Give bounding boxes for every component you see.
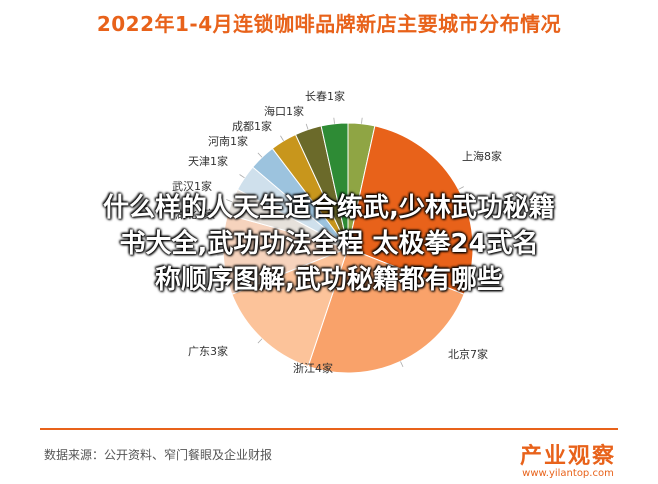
slice-label-5: 湖北1家 xyxy=(175,207,215,221)
slice-label-3: 浙江4家 xyxy=(293,361,333,375)
overlay-line-3: 称顺序图解,武功秘籍都有哪些 xyxy=(155,265,503,295)
leader-line-9 xyxy=(305,123,309,130)
footer-divider xyxy=(40,428,618,430)
pie-slice-4 xyxy=(222,213,350,295)
slice-label-1: 上海8家 xyxy=(462,149,502,163)
leader-line-1 xyxy=(458,186,464,190)
leader-line-8 xyxy=(280,135,284,142)
data-source: 数据来源：公开资料、窄门餐眼及企业财报 xyxy=(44,448,273,462)
overlay-line-1: 什么样的人天生适合练武,少林武功秘籍 xyxy=(103,193,555,223)
brand-logo: 产业观察 www.yilantop.com xyxy=(508,438,628,479)
slice-label-6: 武汉1家 xyxy=(172,179,212,193)
leader-line-5 xyxy=(226,199,233,203)
leader-line-6 xyxy=(239,174,245,179)
slice-label-8: 河南1家 xyxy=(208,134,248,148)
overlay-line-2: 书大全,武功功法全程 太极拳24式名 xyxy=(119,229,539,259)
leader-line-10 xyxy=(333,117,335,124)
leader-line-3 xyxy=(257,338,263,344)
slice-label-7: 天津1家 xyxy=(188,154,228,168)
pie-slice-2 xyxy=(307,247,465,374)
logo-url: www.yilantop.com xyxy=(522,468,614,479)
chart-title: 2022年1-4月连锁咖啡品牌新店主要城市分布情况 xyxy=(96,12,562,36)
leader-line-0 xyxy=(361,117,363,124)
leader-line-2 xyxy=(400,361,404,368)
overlay-text: 什么样的人天生适合练武,少林武功秘籍 书大全,武功功法全程 太极拳24式名 称顺… xyxy=(0,190,658,298)
slice-label-4: 广东3家 xyxy=(188,344,228,358)
logo-mark: 产业观察 xyxy=(519,444,616,469)
slice-label-2: 北京7家 xyxy=(448,347,488,361)
slice-label-9: 成都1家 xyxy=(232,119,272,133)
slice-label-10: 海口1家 xyxy=(264,104,304,118)
leader-line-7 xyxy=(257,152,263,158)
slice-label-0: 长春1家 xyxy=(305,89,345,103)
